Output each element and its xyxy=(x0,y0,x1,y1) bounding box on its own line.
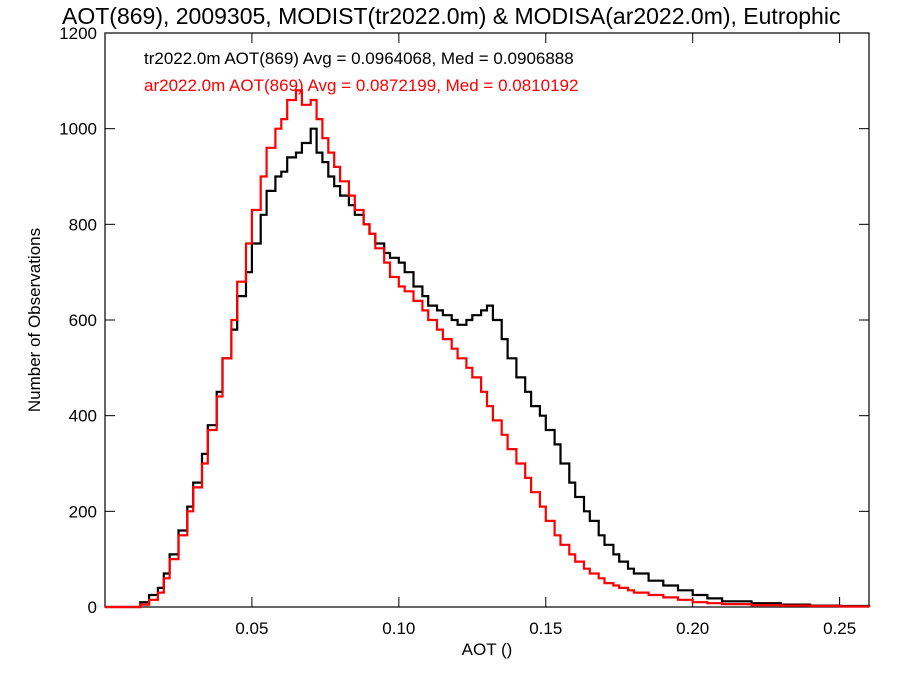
y-tick-label: 0 xyxy=(88,598,97,617)
y-tick-label: 1000 xyxy=(59,120,97,139)
y-tick-label: 200 xyxy=(69,502,97,521)
x-tick-label: 0.05 xyxy=(235,619,268,638)
legend-entry-1: ar2022.0m AOT(869) Avg = 0.0872199, Med … xyxy=(144,76,578,95)
x-tick-label: 0.25 xyxy=(823,619,856,638)
y-axis: 0 200 400 600 800 1000 1200 xyxy=(59,24,869,617)
x-tick-label: 0.20 xyxy=(676,619,709,638)
y-tick-label: 600 xyxy=(69,311,97,330)
y-axis-label: Number of Observations xyxy=(25,228,44,412)
y-tick-label: 1200 xyxy=(59,24,97,43)
legend: tr2022.0m AOT(869) Avg = 0.0964068, Med … xyxy=(144,49,578,95)
series-line-0 xyxy=(105,127,871,609)
legend-entry-0: tr2022.0m AOT(869) Avg = 0.0964068, Med … xyxy=(144,49,574,68)
series-group xyxy=(105,89,871,609)
series-line-1 xyxy=(105,89,871,609)
chart-title: AOT(869), 2009305, MODIST(tr2022.0m) & M… xyxy=(62,3,840,29)
x-axis: 0.05 0.10 0.15 0.20 0.25 xyxy=(235,33,856,638)
y-tick-label: 800 xyxy=(69,215,97,234)
plot-frame xyxy=(104,32,870,608)
x-axis-label: AOT () xyxy=(462,640,513,659)
x-tick-label: 0.10 xyxy=(382,619,415,638)
x-tick-label: 0.15 xyxy=(529,619,562,638)
y-tick-label: 400 xyxy=(69,407,97,426)
